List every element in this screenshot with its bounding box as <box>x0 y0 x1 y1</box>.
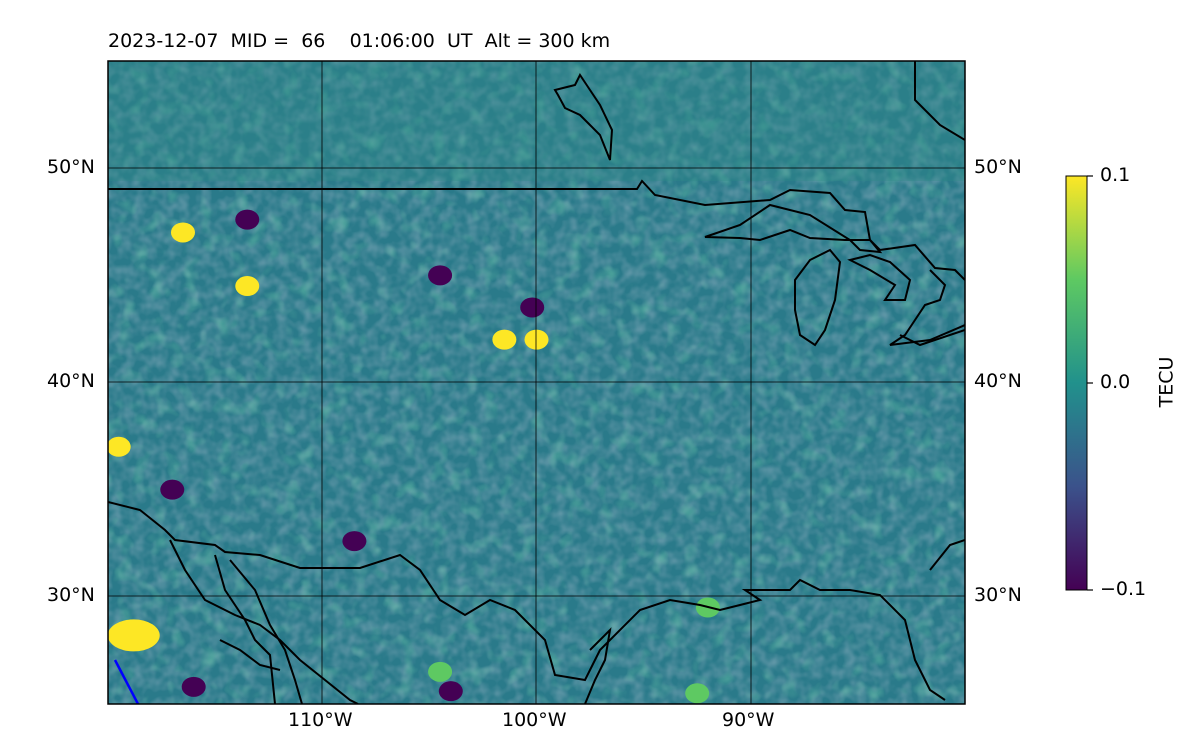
tec-anomaly <box>438 681 463 702</box>
colorbar-ticks <box>1087 175 1093 591</box>
tec-anomaly <box>235 276 260 297</box>
tec-anomaly <box>428 661 453 682</box>
tec-anomaly <box>685 683 710 704</box>
title-altitude: Alt = 300 km <box>484 30 611 52</box>
title-time-unit: UT <box>447 30 473 52</box>
tec-anomaly <box>428 265 453 286</box>
lat-label-right-50: 50°N <box>974 156 1022 178</box>
colorbar-title: TECU <box>1155 356 1178 408</box>
colorbar-tick-min: −0.1 <box>1100 578 1147 600</box>
map-frame <box>107 60 966 705</box>
lat-label-left-40: 40°N <box>47 370 95 392</box>
title-date: 2023-12-07 <box>108 30 219 52</box>
tec-anomaly <box>170 222 195 243</box>
tec-anomaly <box>520 297 545 318</box>
lat-label-left-30: 30°N <box>47 584 95 606</box>
colorbar-gradient <box>1065 175 1088 591</box>
lat-label-right-30: 30°N <box>974 584 1022 606</box>
colorbar-tick-zero: 0.0 <box>1100 371 1131 393</box>
lat-label-left-50: 50°N <box>47 156 95 178</box>
tec-anomaly <box>181 676 206 697</box>
gridlines <box>108 61 965 704</box>
title-mid-label: MID = <box>230 30 290 52</box>
tec-anomaly <box>108 436 131 457</box>
tec-anomaly <box>235 209 260 230</box>
lat-label-right-40: 40°N <box>974 370 1022 392</box>
tec-anomaly <box>160 479 185 500</box>
coastlines-and-borders <box>108 61 965 704</box>
tec-anomaly <box>342 531 367 552</box>
tec-anomaly <box>524 329 549 350</box>
title-time: 01:06:00 <box>349 30 435 52</box>
tec-anomaly <box>108 619 160 652</box>
lon-label-100w: 100°W <box>502 709 567 731</box>
title-mid-value: 66 <box>301 30 326 52</box>
satellite-track-segment <box>113 659 140 704</box>
tec-anomaly <box>492 329 517 350</box>
lon-label-90w: 90°W <box>722 709 775 731</box>
lon-label-110w: 110°W <box>288 709 353 731</box>
map-title: 2023-12-07 MID = 66 01:06:00 UT Alt = 30… <box>108 30 610 52</box>
colorbar-tick-max: 0.1 <box>1100 164 1131 186</box>
tec-field <box>108 61 965 704</box>
